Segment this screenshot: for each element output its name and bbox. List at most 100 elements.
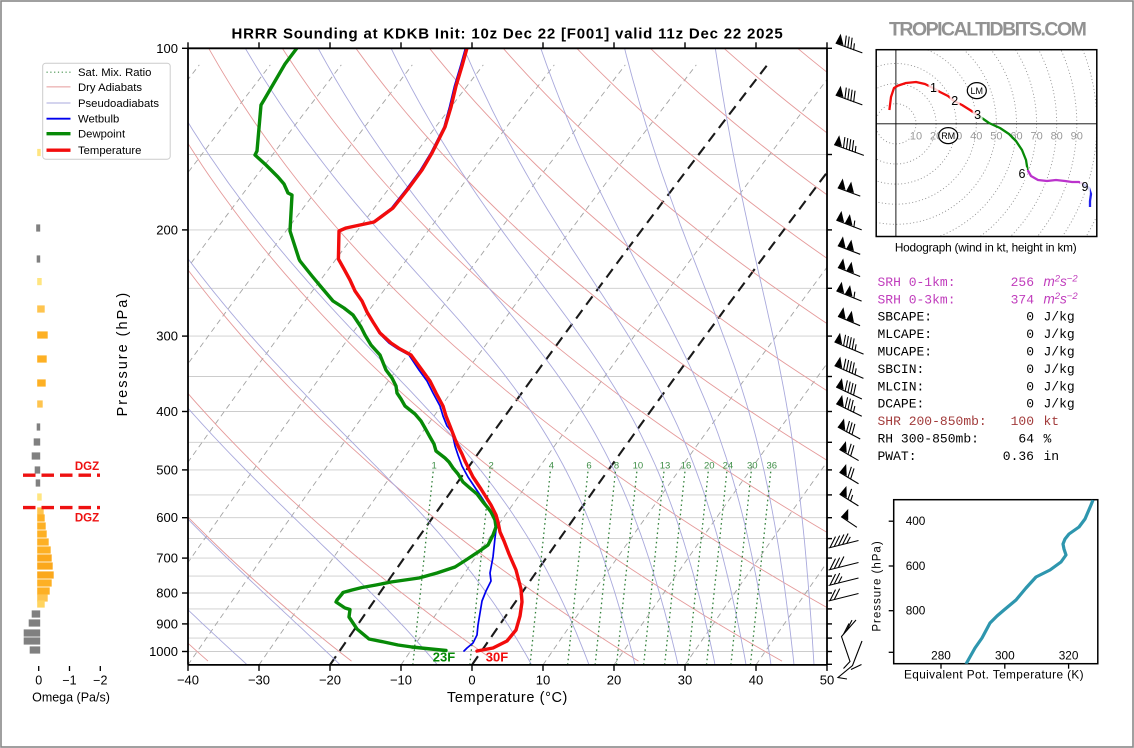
svg-text:50: 50 xyxy=(990,131,1002,143)
svg-text:SBCIN:: SBCIN: xyxy=(878,362,925,377)
svg-text:in: in xyxy=(1044,449,1060,464)
svg-text:SBCAPE:: SBCAPE: xyxy=(878,310,933,325)
svg-text:0: 0 xyxy=(1026,362,1034,377)
svg-text:0.36: 0.36 xyxy=(1003,449,1034,464)
svg-text:2: 2 xyxy=(951,94,958,108)
svg-text:800: 800 xyxy=(906,604,926,618)
svg-text:4: 4 xyxy=(549,461,554,472)
svg-text:MUCAPE:: MUCAPE: xyxy=(878,345,933,360)
svg-text:300: 300 xyxy=(995,649,1015,663)
svg-text:0: 0 xyxy=(1026,397,1034,412)
svg-text:30: 30 xyxy=(747,461,758,472)
svg-text:RM: RM xyxy=(941,131,955,141)
svg-text:80: 80 xyxy=(1051,131,1063,143)
svg-text:30F: 30F xyxy=(486,650,508,665)
svg-text:DGZ: DGZ xyxy=(75,461,99,473)
svg-text:TROPICALTIDBITS.COM: TROPICALTIDBITS.COM xyxy=(889,19,1086,41)
svg-text:100: 100 xyxy=(156,41,178,56)
svg-text:1: 1 xyxy=(432,461,437,472)
svg-text:600: 600 xyxy=(156,510,178,525)
svg-text:Hodograph (wind in kt, height: Hodograph (wind in kt, height in km) xyxy=(895,241,1077,255)
svg-text:800: 800 xyxy=(156,586,178,601)
svg-text:320: 320 xyxy=(1059,649,1079,663)
svg-text:374: 374 xyxy=(1011,292,1035,307)
svg-text:0: 0 xyxy=(468,673,475,688)
svg-text:100: 100 xyxy=(1011,414,1034,429)
svg-text:10: 10 xyxy=(633,461,644,472)
svg-text:10: 10 xyxy=(910,131,922,143)
svg-text:8: 8 xyxy=(614,461,619,472)
svg-text:J/kg: J/kg xyxy=(1044,397,1075,412)
svg-text:16: 16 xyxy=(681,461,692,472)
svg-text:SHR 200-850mb:: SHR 200-850mb: xyxy=(878,414,987,429)
svg-text:300: 300 xyxy=(156,329,178,344)
svg-text:J/kg: J/kg xyxy=(1044,310,1075,325)
svg-text:6: 6 xyxy=(586,461,591,472)
svg-text:J/kg: J/kg xyxy=(1044,362,1075,377)
svg-text:J/kg: J/kg xyxy=(1044,345,1075,360)
svg-text:Temperature (°C): Temperature (°C) xyxy=(447,690,568,706)
svg-text:30: 30 xyxy=(678,673,692,688)
svg-text:200: 200 xyxy=(156,222,178,237)
svg-text:20: 20 xyxy=(704,461,715,472)
svg-text:90: 90 xyxy=(1071,131,1083,143)
svg-text:64: 64 xyxy=(1018,432,1034,447)
svg-text:PWAT:: PWAT: xyxy=(878,449,917,464)
svg-text:−40: −40 xyxy=(177,673,199,688)
svg-text:0: 0 xyxy=(1026,310,1034,325)
svg-text:0: 0 xyxy=(1026,327,1034,342)
svg-text:Pressure (hPa): Pressure (hPa) xyxy=(871,540,883,631)
svg-text:−1: −1 xyxy=(62,674,76,688)
svg-text:Pressure (hPa): Pressure (hPa) xyxy=(115,291,131,417)
svg-text:6: 6 xyxy=(1019,167,1026,181)
svg-text:3: 3 xyxy=(974,108,981,122)
svg-text:%: % xyxy=(1044,432,1052,447)
svg-text:400: 400 xyxy=(156,404,178,419)
svg-text:LM: LM xyxy=(971,86,984,96)
svg-text:500: 500 xyxy=(156,462,178,477)
svg-text:600: 600 xyxy=(906,559,926,573)
svg-text:MLCAPE:: MLCAPE: xyxy=(878,327,933,342)
svg-text:24: 24 xyxy=(723,461,734,472)
svg-text:Sat. Mix. Ratio: Sat. Mix. Ratio xyxy=(78,67,151,79)
svg-text:1000: 1000 xyxy=(149,644,178,659)
svg-text:Temperature: Temperature xyxy=(78,145,141,157)
svg-text:−2: −2 xyxy=(93,674,107,688)
svg-text:20: 20 xyxy=(607,673,621,688)
svg-text:−30: −30 xyxy=(248,673,270,688)
svg-text:256: 256 xyxy=(1011,275,1034,290)
svg-text:HRRR Sounding at KDKB Init: 10: HRRR Sounding at KDKB Init: 10z Dec 22 [… xyxy=(231,26,783,43)
svg-text:Pseudoadiabats: Pseudoadiabats xyxy=(78,98,159,110)
svg-text:1: 1 xyxy=(930,81,937,95)
svg-text:DCAPE:: DCAPE: xyxy=(878,397,925,412)
svg-text:40: 40 xyxy=(970,131,982,143)
svg-text:−20: −20 xyxy=(319,673,341,688)
svg-text:40: 40 xyxy=(749,673,763,688)
svg-text:kt: kt xyxy=(1044,414,1060,429)
svg-text:Wetbulb: Wetbulb xyxy=(78,114,119,126)
svg-text:−10: −10 xyxy=(390,673,412,688)
svg-text:0: 0 xyxy=(35,674,42,688)
svg-text:0: 0 xyxy=(1026,379,1034,394)
svg-text:MLCIN:: MLCIN: xyxy=(878,379,925,394)
svg-text:700: 700 xyxy=(156,551,178,566)
svg-text:9: 9 xyxy=(1082,180,1089,194)
svg-text:Dry Adiabats: Dry Adiabats xyxy=(78,82,142,94)
svg-text:70: 70 xyxy=(1030,131,1042,143)
svg-text:RH 300-850mb:: RH 300-850mb: xyxy=(878,432,979,447)
svg-text:400: 400 xyxy=(906,514,926,528)
svg-text:36: 36 xyxy=(767,461,778,472)
svg-text:J/kg: J/kg xyxy=(1044,379,1075,394)
svg-text:DGZ: DGZ xyxy=(75,513,99,525)
svg-text:Equivalent Pot. Temperature (K: Equivalent Pot. Temperature (K) xyxy=(904,668,1084,682)
svg-text:2: 2 xyxy=(489,461,494,472)
svg-text:SRH 0-3km:: SRH 0-3km: xyxy=(878,292,956,307)
svg-text:23F: 23F xyxy=(433,650,455,665)
svg-text:13: 13 xyxy=(660,461,671,472)
svg-text:SRH 0-1km:: SRH 0-1km: xyxy=(878,275,956,290)
svg-text:10: 10 xyxy=(536,673,550,688)
svg-text:280: 280 xyxy=(931,649,951,663)
svg-text:0: 0 xyxy=(1026,345,1034,360)
svg-text:50: 50 xyxy=(820,673,834,688)
svg-text:Dewpoint: Dewpoint xyxy=(78,129,126,141)
